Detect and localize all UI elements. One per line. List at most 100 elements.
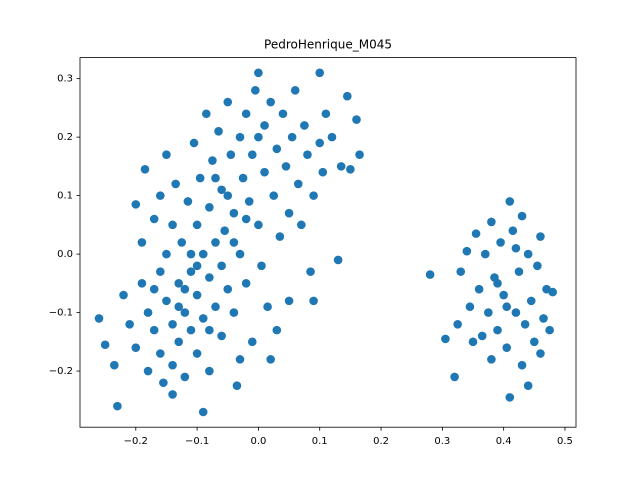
point (251, 86, 260, 95)
point (159, 378, 168, 388)
point (499, 290, 508, 300)
point (162, 150, 171, 159)
point (471, 229, 481, 238)
point (100, 340, 110, 350)
point (477, 331, 487, 341)
point (201, 109, 211, 119)
point (545, 325, 554, 335)
point (441, 334, 450, 344)
point (168, 319, 177, 329)
point (343, 91, 352, 101)
point (143, 308, 153, 317)
point (533, 261, 542, 271)
point (229, 208, 239, 218)
point (183, 197, 193, 206)
point (211, 302, 220, 312)
point (186, 325, 196, 335)
point (523, 249, 533, 259)
point (526, 296, 536, 306)
point (214, 126, 223, 136)
point (94, 314, 104, 323)
point (511, 308, 521, 317)
point (149, 284, 159, 294)
point (131, 343, 141, 352)
point (174, 302, 184, 312)
point (284, 296, 294, 306)
point (505, 393, 515, 402)
point (315, 68, 325, 78)
point (232, 381, 242, 390)
point (229, 238, 239, 247)
point (260, 121, 269, 130)
point (352, 115, 361, 124)
point (174, 337, 184, 347)
point (315, 138, 325, 148)
point (290, 86, 300, 95)
point (180, 308, 190, 317)
point (235, 249, 245, 259)
point (198, 249, 208, 259)
point (333, 255, 343, 265)
point (275, 232, 285, 241)
point (217, 261, 226, 271)
point (254, 132, 263, 142)
point (496, 238, 505, 247)
point (327, 132, 337, 142)
chart-title: PedroHenrique_M045 (264, 38, 392, 52)
point (266, 97, 275, 107)
point (487, 217, 496, 227)
point (300, 121, 309, 130)
point (137, 279, 147, 288)
point (508, 226, 518, 236)
x-tick-label: −0.2 (124, 436, 148, 447)
point (505, 197, 515, 206)
point (450, 372, 459, 382)
point (208, 156, 217, 165)
point (260, 167, 269, 177)
point (217, 185, 226, 195)
point (235, 355, 245, 364)
x-tick-label: 0.1 (312, 436, 328, 447)
point (205, 325, 214, 335)
point (468, 337, 478, 347)
point (110, 360, 119, 370)
point (511, 243, 521, 253)
point (517, 211, 527, 221)
point (425, 270, 435, 279)
point (168, 360, 177, 370)
point (205, 203, 214, 212)
point (226, 150, 236, 159)
y-tick-label: 0.0 (57, 249, 73, 260)
y-tick-label: −0.2 (49, 366, 73, 377)
point (192, 349, 202, 358)
point (474, 284, 484, 294)
point (254, 220, 263, 230)
point (125, 319, 134, 329)
y-tick-label: 0.1 (57, 191, 73, 202)
point (293, 179, 303, 189)
point (536, 349, 545, 358)
point (241, 109, 251, 119)
point (278, 109, 288, 119)
point (244, 197, 254, 206)
point (140, 164, 150, 174)
point (149, 325, 159, 335)
point (548, 287, 558, 297)
point (355, 150, 364, 159)
point (192, 261, 202, 271)
point (149, 214, 159, 224)
point (266, 355, 275, 364)
point (156, 267, 165, 276)
point (539, 314, 548, 323)
point (180, 372, 190, 382)
point (257, 261, 266, 271)
point (119, 290, 128, 300)
point (137, 238, 147, 247)
point (536, 232, 545, 241)
point (177, 238, 187, 247)
point (306, 267, 315, 276)
point (269, 191, 279, 200)
point (484, 308, 493, 317)
point (465, 302, 475, 312)
